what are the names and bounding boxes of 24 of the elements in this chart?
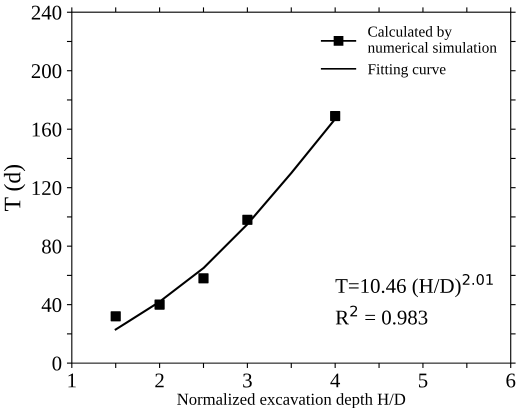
x-tick-label: 6 — [506, 374, 516, 388]
y-tick-label: 240 — [32, 6, 62, 20]
point — [242, 214, 252, 225]
y-tick-label: 80 — [42, 240, 62, 254]
y-tick-label: 40 — [42, 298, 62, 312]
x-tick-label: 5 — [418, 374, 428, 388]
legend-label: Calculated by numerical simulation — [368, 26, 497, 53]
legend-label: Fitting curve — [368, 64, 446, 78]
x-axis-title: Normalized excavation depth H/D — [177, 393, 406, 408]
x-tick-label: 4 — [330, 374, 340, 388]
point — [110, 311, 121, 322]
point — [198, 273, 209, 284]
annotation: R$^{2}$ = 0.983 — [336, 306, 428, 325]
y-tick-label: 160 — [32, 122, 62, 137]
y-tick-label: 120 — [32, 181, 62, 196]
point — [330, 110, 340, 122]
y-axis-title: T (d) — [4, 164, 26, 211]
y-tick-label: 0 — [52, 356, 62, 371]
point — [154, 300, 165, 310]
annotation: T=10.46 (H/D)$^{2.01}$ — [336, 274, 493, 298]
y-tick-label: 200 — [32, 64, 62, 78]
x-tick-label: 1 — [68, 374, 76, 388]
x-tick-label: 3 — [243, 374, 252, 388]
x-tick-label: 2 — [155, 374, 164, 388]
